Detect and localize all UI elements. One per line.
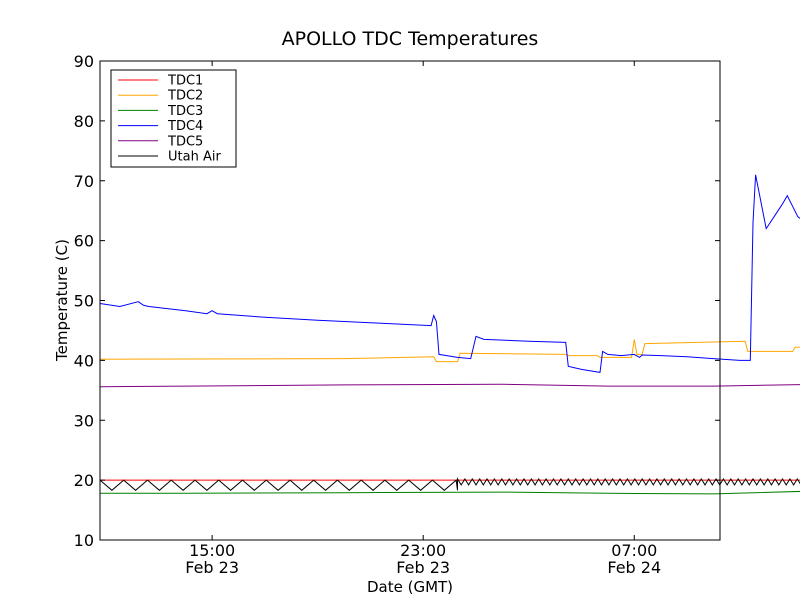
y-tick-label: 40 xyxy=(74,351,94,370)
series-line-tdc1 xyxy=(100,479,800,481)
x-tick-label-time: 15:00 xyxy=(189,541,235,560)
legend-label-tdc1: TDC1 xyxy=(167,74,203,89)
x-tick-label-date: Feb 23 xyxy=(396,558,450,577)
x-tick-label-time: 23:00 xyxy=(400,541,446,560)
legend-box xyxy=(110,69,237,168)
series-line-tdc2 xyxy=(99,339,800,363)
y-axis-label: Temperature (C) xyxy=(53,239,71,362)
x-tick-label-date: Feb 23 xyxy=(185,558,239,577)
series-line-utah-air xyxy=(99,477,800,491)
y-tick-label: 20 xyxy=(74,471,94,490)
plot-series xyxy=(99,174,800,495)
x-axis-label: Date (GMT) xyxy=(367,578,453,596)
y-tick-label: 80 xyxy=(74,112,94,131)
x-tick-label-time: 07:00 xyxy=(611,541,657,560)
legend-label-tdc2: TDC2 xyxy=(167,89,203,104)
legend-label-tdc5: TDC5 xyxy=(167,134,203,149)
y-tick-label: 90 xyxy=(74,52,94,71)
y-tick-label: 10 xyxy=(74,531,94,550)
chart-title: APOLLO TDC Temperatures xyxy=(282,28,539,50)
series-line-tdc5 xyxy=(99,383,800,388)
legend-label-tdc3: TDC3 xyxy=(167,104,203,119)
y-tick-label: 50 xyxy=(74,292,94,311)
y-tick-label: 70 xyxy=(74,172,94,191)
legend-label-tdc4: TDC4 xyxy=(167,119,203,134)
series-line-tdc4 xyxy=(99,174,800,373)
legend-label-utah-air: Utah Air xyxy=(168,150,221,165)
series-line-tdc3 xyxy=(100,490,800,495)
y-tick-label: 60 xyxy=(74,232,94,251)
x-tick-label-date: Feb 24 xyxy=(607,558,661,577)
y-tick-label: 30 xyxy=(74,411,94,430)
y-axis: 10 20 30 40 50 60 70 80 90 xyxy=(74,52,720,550)
